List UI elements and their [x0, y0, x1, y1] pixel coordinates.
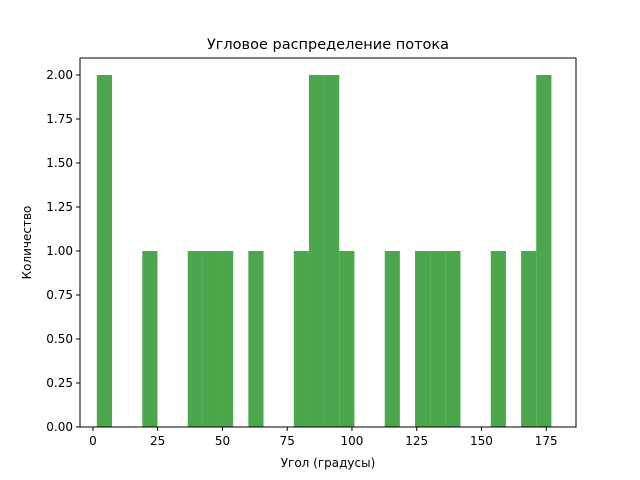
- y-tick-label: 1.75: [46, 112, 73, 126]
- histogram-bar: [521, 251, 537, 427]
- y-axis-ticks: 0.00 0.25 0.50 0.75 1.00 1.25 1.50 1.75 2.00: [46, 68, 80, 434]
- y-tick-label: 0.75: [46, 288, 73, 302]
- histogram-bar: [415, 251, 431, 427]
- histogram-bar: [142, 251, 158, 427]
- histogram-bar: [187, 251, 203, 427]
- x-tick-label: 175: [535, 434, 558, 448]
- y-tick-label: 0.00: [46, 420, 73, 434]
- histogram-bar: [308, 75, 325, 427]
- y-tick-label: 0.25: [46, 376, 73, 390]
- histogram-bar: [202, 251, 219, 427]
- axes-frame: [79, 57, 577, 428]
- x-axis-ticks: 0 25 50 75 100 125 150 175: [89, 427, 558, 448]
- histogram-bar: [218, 251, 234, 427]
- y-tick-label: 1.50: [46, 156, 73, 170]
- histogram-bar: [490, 251, 506, 427]
- x-tick-label: 25: [150, 434, 165, 448]
- x-tick-label: 75: [280, 434, 295, 448]
- x-tick-label: 50: [215, 434, 230, 448]
- histogram-bar: [96, 75, 112, 427]
- y-tick-label: 2.00: [46, 68, 73, 82]
- histogram-bar: [324, 75, 340, 427]
- histogram-bar: [445, 251, 461, 427]
- x-tick-label: 100: [341, 434, 364, 448]
- histogram-bar: [430, 251, 446, 427]
- histogram-bar: [248, 251, 264, 427]
- x-axis-label: Угол (градусы): [281, 456, 376, 470]
- y-tick-label: 1.00: [46, 244, 73, 258]
- x-tick-label: 150: [470, 434, 493, 448]
- histogram-bar: [339, 251, 355, 427]
- histogram-bars: [96, 75, 552, 427]
- y-tick-label: 1.25: [46, 200, 73, 214]
- y-tick-label: 0.50: [46, 332, 73, 346]
- x-tick-label: 125: [405, 434, 428, 448]
- chart-title: Угловое распределение потока: [207, 37, 449, 53]
- x-tick-label: 0: [89, 434, 97, 448]
- histogram-bar: [384, 251, 400, 427]
- histogram-bar: [293, 251, 309, 427]
- y-axis-label: Количество: [20, 206, 34, 280]
- histogram-bar: [536, 75, 552, 427]
